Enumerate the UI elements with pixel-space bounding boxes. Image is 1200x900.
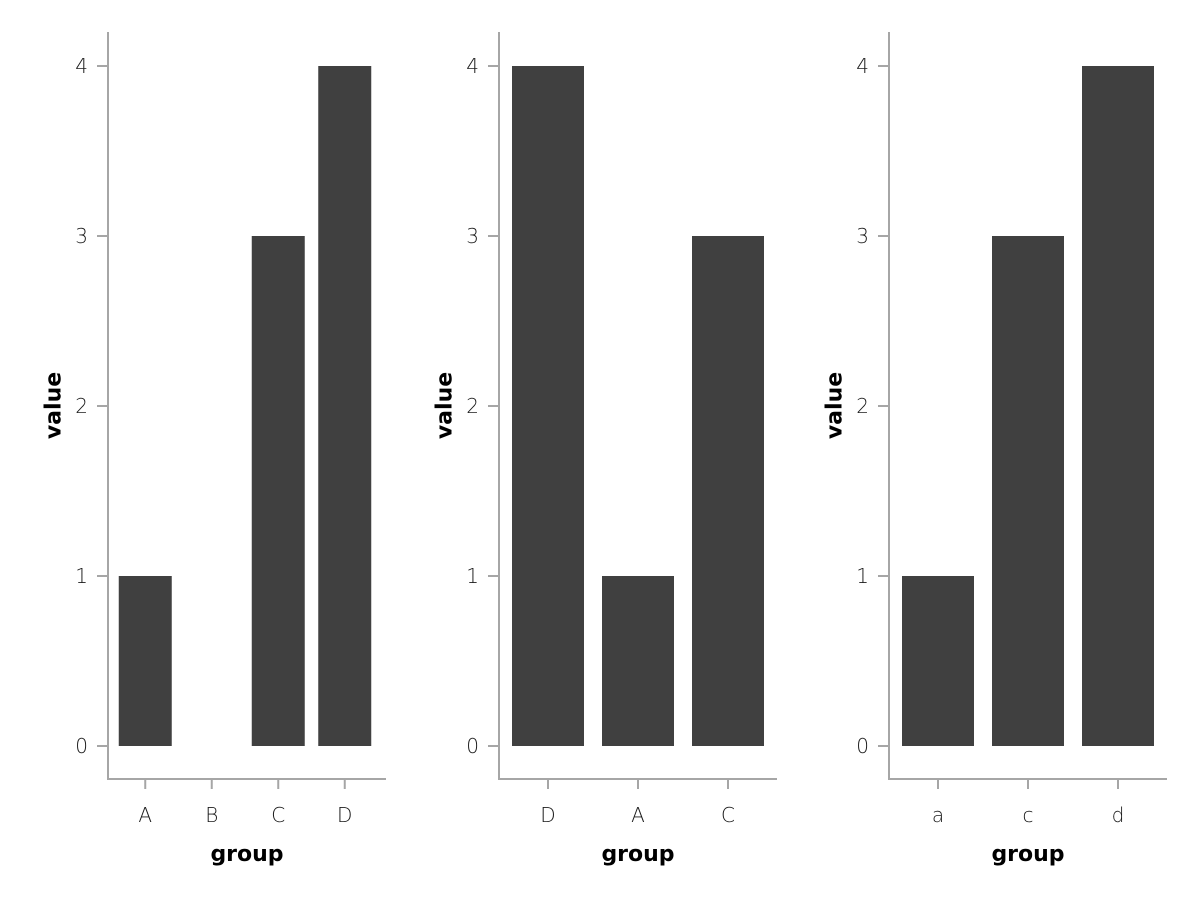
chart-panel-3: 0 1 2 3 4 a c d group value [823, 32, 1167, 867]
y-tick-label: 1 [466, 564, 479, 588]
y-tick-label: 3 [75, 224, 88, 248]
bar-d [1082, 66, 1154, 746]
x-axis-title: group [210, 842, 283, 867]
y-tick-label: 0 [466, 734, 479, 758]
x-tick-label: a [932, 803, 944, 827]
x-axis-title: group [991, 842, 1064, 867]
y-tick-label: 1 [856, 564, 869, 588]
y-axis-title: value [823, 372, 848, 439]
y-tick-label: 4 [75, 54, 88, 78]
y-tick-label: 1 [75, 564, 88, 588]
y-axis-title: value [433, 372, 458, 439]
bar-a [902, 576, 974, 746]
x-tick-label: C [721, 803, 735, 827]
x-axis-title: group [601, 842, 674, 867]
bar-A [602, 576, 674, 746]
bar-D [318, 66, 372, 746]
bar-C [251, 236, 305, 746]
y-tick-label: 4 [466, 54, 479, 78]
x-tick-label: B [205, 803, 218, 827]
bar-c [992, 236, 1064, 746]
x-tick-label: c [1023, 803, 1034, 827]
y-tick-label: 0 [75, 734, 88, 758]
x-tick-label: A [138, 803, 152, 827]
y-tick-label: 2 [75, 394, 88, 418]
y-axis-title: value [42, 372, 67, 439]
y-tick-label: 3 [856, 224, 869, 248]
x-tick-label: D [540, 803, 555, 827]
bar-C [692, 236, 764, 746]
x-tick-label: d [1112, 803, 1125, 827]
y-tick-label: 2 [856, 394, 869, 418]
y-tick-label: 0 [856, 734, 869, 758]
y-tick-label: 4 [856, 54, 869, 78]
y-tick-label: 2 [466, 394, 479, 418]
bar-A [118, 576, 172, 746]
y-tick-label: 3 [466, 224, 479, 248]
bar-D [512, 66, 584, 746]
x-tick-label: A [631, 803, 645, 827]
x-tick-label: C [271, 803, 285, 827]
x-tick-label: D [337, 803, 352, 827]
